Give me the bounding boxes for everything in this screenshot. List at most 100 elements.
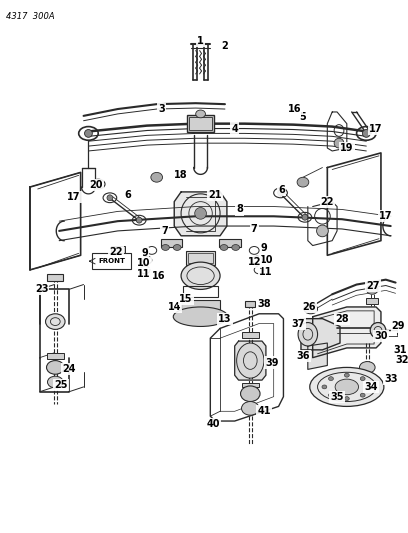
Text: 20: 20 (89, 180, 103, 190)
Text: 28: 28 (335, 313, 349, 324)
Bar (183, 286, 218, 297)
Polygon shape (313, 307, 381, 358)
Text: 38: 38 (257, 299, 271, 309)
Ellipse shape (310, 367, 384, 407)
Polygon shape (301, 319, 340, 350)
Bar (246, 301, 255, 308)
Ellipse shape (302, 214, 308, 220)
Ellipse shape (220, 245, 228, 251)
Text: 36: 36 (296, 351, 310, 361)
Text: 19: 19 (340, 143, 354, 153)
Ellipse shape (237, 343, 264, 378)
Bar (189, 117, 212, 131)
Text: 3: 3 (158, 104, 165, 114)
Ellipse shape (297, 177, 309, 187)
Text: 7: 7 (161, 226, 168, 236)
Text: 40: 40 (206, 419, 220, 429)
Text: 17: 17 (369, 124, 383, 134)
Text: 7: 7 (251, 224, 257, 234)
Ellipse shape (367, 385, 372, 389)
Text: 22: 22 (321, 197, 334, 207)
Ellipse shape (107, 195, 113, 201)
Text: 11: 11 (137, 269, 151, 279)
Ellipse shape (173, 245, 181, 251)
Text: 6: 6 (124, 190, 131, 200)
Ellipse shape (360, 393, 365, 397)
Ellipse shape (344, 373, 349, 377)
Ellipse shape (361, 374, 374, 384)
Ellipse shape (362, 130, 370, 138)
Ellipse shape (304, 304, 317, 314)
Polygon shape (235, 341, 266, 380)
Bar (181, 300, 220, 310)
Text: 11: 11 (259, 267, 273, 277)
Bar (242, 332, 259, 338)
Bar (187, 115, 214, 132)
FancyBboxPatch shape (92, 253, 131, 269)
Ellipse shape (95, 181, 101, 187)
Text: 13: 13 (218, 313, 232, 324)
Ellipse shape (181, 262, 220, 289)
Text: 24: 24 (62, 365, 76, 374)
Text: 12: 12 (247, 257, 261, 267)
Text: 29: 29 (392, 321, 405, 332)
Ellipse shape (298, 322, 317, 346)
Bar (47, 353, 64, 359)
Text: 26: 26 (302, 302, 315, 312)
Ellipse shape (195, 207, 206, 219)
Ellipse shape (241, 386, 260, 401)
Text: 39: 39 (265, 358, 279, 368)
Text: 23: 23 (35, 285, 49, 294)
Text: FRONT: FRONT (98, 258, 125, 264)
Text: 18: 18 (174, 171, 188, 180)
Text: 31: 31 (394, 345, 407, 355)
Polygon shape (308, 343, 327, 369)
Ellipse shape (196, 110, 206, 118)
Text: 34: 34 (364, 382, 378, 392)
Bar (47, 274, 63, 281)
Ellipse shape (334, 138, 344, 148)
Ellipse shape (136, 217, 142, 223)
Ellipse shape (173, 307, 228, 327)
Ellipse shape (344, 397, 349, 401)
Text: 25: 25 (54, 380, 68, 390)
Ellipse shape (277, 190, 284, 196)
Text: 8: 8 (236, 205, 243, 214)
Ellipse shape (370, 322, 386, 338)
Ellipse shape (335, 379, 359, 395)
Ellipse shape (232, 245, 239, 251)
Text: 41: 41 (257, 406, 271, 416)
Text: 9: 9 (142, 248, 149, 259)
Bar (219, 239, 241, 246)
Ellipse shape (242, 401, 259, 415)
Text: 27: 27 (366, 280, 380, 290)
Text: 4: 4 (231, 124, 238, 134)
Bar (366, 298, 378, 304)
Ellipse shape (46, 314, 65, 329)
Text: 10: 10 (137, 258, 151, 268)
Ellipse shape (359, 361, 375, 373)
Ellipse shape (317, 225, 328, 237)
Text: 6: 6 (278, 185, 285, 195)
Text: 17: 17 (67, 192, 80, 202)
Bar (111, 246, 124, 255)
Text: 2: 2 (222, 41, 228, 51)
Ellipse shape (360, 377, 365, 381)
Text: 10: 10 (260, 255, 274, 265)
Bar (186, 252, 215, 265)
Polygon shape (174, 192, 227, 236)
Text: 16: 16 (152, 271, 165, 281)
Ellipse shape (47, 376, 63, 388)
Text: 21: 21 (208, 190, 222, 200)
Text: 30: 30 (374, 331, 388, 341)
Text: 16: 16 (288, 104, 302, 114)
Ellipse shape (84, 130, 92, 138)
Text: 4317  300A: 4317 300A (6, 12, 54, 21)
Ellipse shape (47, 361, 64, 374)
Bar (161, 239, 182, 246)
Ellipse shape (322, 385, 327, 389)
Text: 33: 33 (384, 374, 397, 384)
Bar (188, 253, 213, 263)
Ellipse shape (151, 172, 162, 182)
Text: 37: 37 (291, 319, 305, 328)
